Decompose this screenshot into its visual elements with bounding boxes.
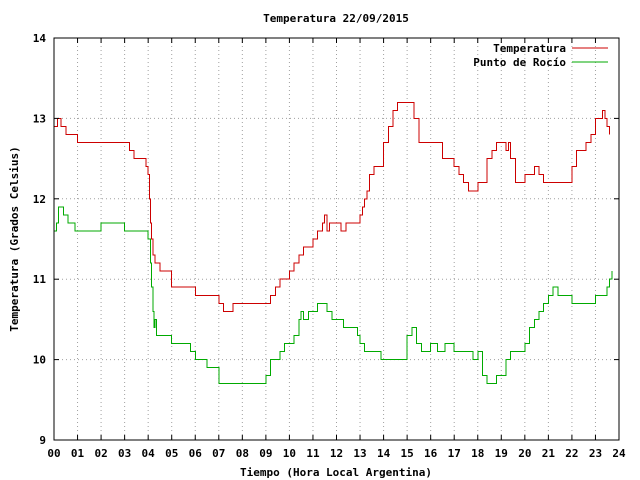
- x-tick-label: 19: [495, 447, 508, 460]
- y-tick-label: 14: [33, 32, 47, 45]
- x-axis-label: Tiempo (Hora Local Argentina): [240, 466, 432, 479]
- x-tick-label: 16: [424, 447, 438, 460]
- x-tick-label: 23: [589, 447, 602, 460]
- x-tick-label: 15: [401, 447, 414, 460]
- x-tick-label: 20: [518, 447, 531, 460]
- x-tick-label: 24: [612, 447, 626, 460]
- x-tick-label: 06: [189, 447, 203, 460]
- series-lines: [54, 101, 613, 385]
- x-tick-label: 17: [448, 447, 461, 460]
- y-tick-label: 10: [33, 354, 46, 367]
- x-tick-label: 09: [259, 447, 272, 460]
- x-tick-label: 21: [542, 447, 556, 460]
- x-tick-label: 01: [71, 447, 85, 460]
- x-tick-label: 10: [283, 447, 296, 460]
- axis-ticks: 00 01 02 03 04 05 06 07 08 09 10 11 12 13 14 15 16 17 18 19…: [33, 32, 626, 460]
- legend-label-temperatura: Temperatura: [493, 42, 566, 55]
- x-tick-label: 14: [377, 447, 391, 460]
- y-tick-label: 11: [33, 273, 47, 286]
- x-tick-label: 13: [353, 447, 366, 460]
- x-tick-label: 03: [118, 447, 131, 460]
- y-tick-label: 13: [33, 112, 46, 125]
- x-tick-label: 05: [165, 447, 178, 460]
- chart-title: Temperatura 22/09/2015: [263, 12, 409, 25]
- x-tick-label: 04: [142, 447, 156, 460]
- legend: Temperatura Punto de Rocío: [473, 42, 608, 69]
- x-tick-label: 07: [212, 447, 225, 460]
- series-line-temperatura: [54, 101, 611, 312]
- legend-label-punto-de-rocio: Punto de Rocío: [473, 56, 566, 69]
- x-tick-label: 02: [94, 447, 107, 460]
- x-tick-label: 12: [330, 447, 343, 460]
- x-tick-label: 00: [47, 447, 60, 460]
- x-tick-label: 08: [236, 447, 249, 460]
- y-axis-label: Temperatura (Grados Celsius): [8, 146, 21, 331]
- x-tick-label: 22: [565, 447, 578, 460]
- y-tick-label: 9: [39, 434, 46, 447]
- series-line-punto-de-rocio: [54, 206, 613, 385]
- x-tick-label: 11: [306, 447, 320, 460]
- x-tick-label: 18: [471, 447, 484, 460]
- y-tick-label: 12: [33, 193, 46, 206]
- grid-lines: [54, 38, 619, 440]
